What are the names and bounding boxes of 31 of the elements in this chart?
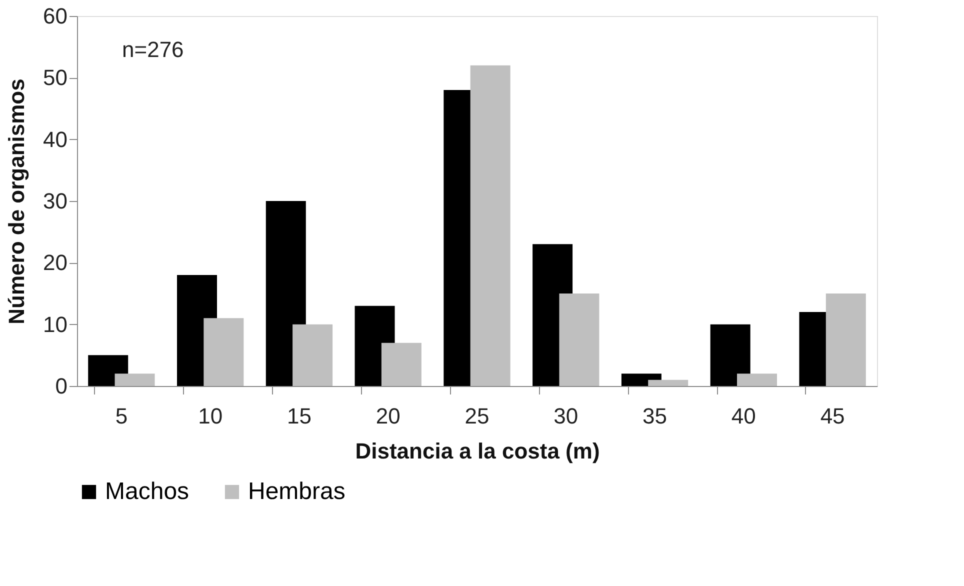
x-tick-label: 10 [198,404,223,428]
annotation: n=276 [122,37,184,62]
bar [470,65,510,386]
legend-label: Machos [105,478,190,505]
bar [710,324,750,386]
y-tick-label: 10 [43,312,68,337]
y-tick-label: 30 [43,188,68,214]
bar [648,380,688,386]
bar [559,294,600,386]
y-tick-label: 20 [43,250,68,276]
bar [114,374,155,386]
y-tick-label: 60 [43,4,68,28]
bar [381,342,422,386]
x-axis-title: Distancia a la costa (m) [355,438,600,464]
y-axis-title: Número de organismos [4,78,30,324]
bar [292,324,333,386]
bar [204,318,244,386]
x-tick-label: 20 [376,404,400,428]
legend-label: Hembras [248,478,346,505]
x-tick-label: 35 [642,404,668,428]
bar [737,374,777,386]
x-tick-label: 40 [731,404,756,428]
y-tick-label: 50 [43,65,68,90]
bar [826,294,866,386]
y-tick-label: 0 [55,374,68,398]
x-tick-label: 30 [554,404,578,428]
y-tick-label: 40 [43,126,68,152]
x-tick-label: 5 [115,404,128,428]
x-tick-label: 25 [464,404,490,428]
x-tick-label: 45 [820,404,845,428]
x-tick-label: 15 [286,404,312,428]
